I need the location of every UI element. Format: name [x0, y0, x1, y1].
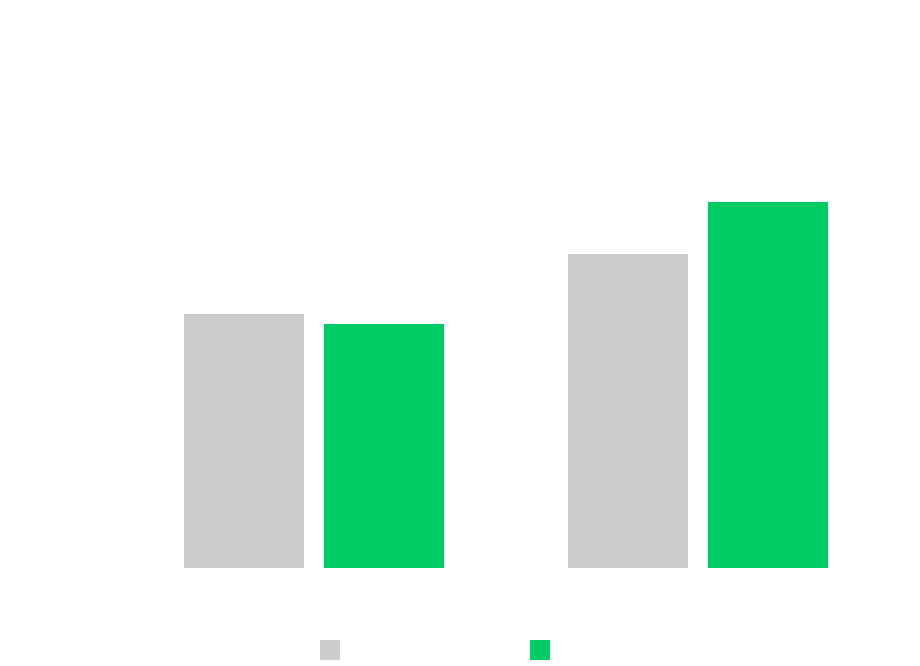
legend-swatch-series1	[320, 640, 340, 660]
legend	[320, 640, 550, 660]
legend-swatch-series2	[530, 640, 550, 660]
bar-group2-series2	[708, 202, 828, 568]
bar-group1-series1	[184, 314, 304, 568]
bars-layer	[184, 202, 828, 568]
bar-group1-series2	[324, 324, 444, 568]
bar-group2-series1	[568, 254, 688, 568]
